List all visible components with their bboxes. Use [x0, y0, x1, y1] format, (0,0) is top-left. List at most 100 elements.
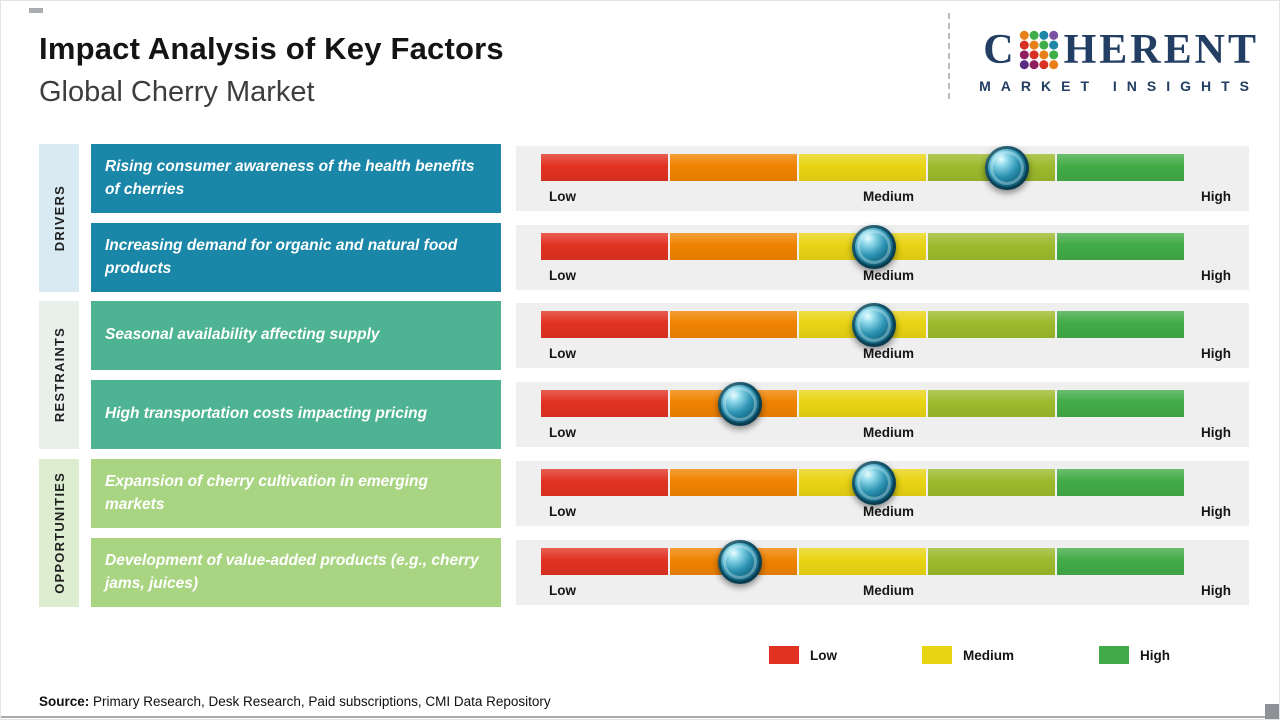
category-block-restraints: RESTRAINTS Seasonal availability affecti…	[39, 301, 1249, 449]
factor-row: Increasing demand for organic and natura…	[91, 223, 1249, 292]
impact-marker	[984, 145, 1029, 190]
bar-segment-2	[799, 154, 926, 181]
legend-label-low: Low	[810, 647, 837, 663]
category-block-opportunities: OPPORTUNITIES Expansion of cherry cultiv…	[39, 459, 1249, 607]
category-label-opportunities: OPPORTUNITIES	[51, 472, 67, 594]
scale-label-low: Low	[549, 583, 576, 598]
legend: Low Medium High	[769, 646, 1170, 664]
bar-segment-3	[928, 469, 1055, 496]
scale-label-low: Low	[549, 504, 576, 519]
factor-row: Rising consumer awareness of the health …	[91, 144, 1249, 213]
legend-label-high: High	[1140, 647, 1171, 663]
scale-labels: Low Medium High	[549, 268, 1231, 283]
brand-logo-wordmark: C HERENT	[979, 29, 1259, 71]
logo-tagline: MARKET INSIGHTS	[979, 78, 1259, 94]
category-block-drivers: DRIVERS Rising consumer awareness of the…	[39, 144, 1249, 292]
page-subtitle: Global Cherry Market	[39, 76, 315, 108]
legend-swatch-medium	[922, 646, 952, 664]
scale-label-medium: Medium	[862, 425, 914, 440]
category-label-strip: OPPORTUNITIES	[39, 459, 79, 607]
factor-text: Rising consumer awareness of the health …	[105, 158, 475, 198]
scale-label-high: High	[1200, 189, 1231, 204]
impact-scale: Low Medium High	[516, 381, 1249, 447]
impact-scale: Low Medium High	[516, 145, 1249, 211]
scale-label-medium: Medium	[862, 504, 914, 519]
bar-segment-0	[541, 311, 668, 338]
bar-segment-4	[1057, 548, 1184, 575]
impact-scale: Low Medium High	[516, 460, 1249, 526]
category-label-strip: RESTRAINTS	[39, 301, 79, 449]
legend-item-medium: Medium	[922, 646, 1014, 664]
page-title: Impact Analysis of Key Factors	[39, 31, 504, 66]
scale-label-medium: Medium	[862, 583, 914, 598]
factor-row: Development of value-added products (e.g…	[91, 538, 1249, 607]
bar-segment-3	[928, 548, 1055, 575]
factor-box: Development of value-added products (e.g…	[91, 538, 501, 607]
bar-segment-0	[541, 233, 668, 260]
scale-labels: Low Medium High	[549, 583, 1231, 598]
impact-marker	[852, 224, 897, 269]
factor-row: High transportation costs impacting pric…	[91, 380, 1249, 449]
source-text: Primary Research, Desk Research, Paid su…	[89, 694, 551, 709]
factor-row: Expansion of cherry cultivation in emerg…	[91, 459, 1249, 528]
bar-segment-1	[670, 311, 797, 338]
logo-o-dot-mosaic-icon	[1019, 30, 1058, 70]
scale-label-high: High	[1200, 268, 1231, 283]
scale-label-high: High	[1200, 425, 1231, 440]
legend-item-high: High	[1099, 646, 1170, 664]
impact-gradient-bar	[541, 224, 1184, 269]
factor-box: High transportation costs impacting pric…	[91, 380, 501, 449]
window-resize-corner	[1265, 704, 1279, 719]
scale-label-high: High	[1200, 346, 1231, 361]
factor-text: Expansion of cherry cultivation in emerg…	[105, 473, 428, 513]
scale-label-low: Low	[549, 346, 576, 361]
impact-marker	[718, 381, 763, 426]
bar-segments	[541, 548, 1184, 575]
bar-segment-2	[799, 548, 926, 575]
category-label-drivers: DRIVERS	[51, 184, 67, 252]
scale-label-high: High	[1200, 583, 1231, 598]
bar-segment-4	[1057, 311, 1184, 338]
impact-scale: Low Medium High	[516, 539, 1249, 605]
logo-letter-c: C	[983, 27, 1017, 73]
bar-segment-4	[1057, 390, 1184, 417]
logo-word-rest: HERENT	[1063, 27, 1259, 73]
scale-labels: Low Medium High	[549, 504, 1231, 519]
scale-label-medium: Medium	[862, 346, 914, 361]
impact-scale: Low Medium High	[516, 224, 1249, 290]
logo-separator-dashed-line	[948, 13, 950, 99]
factor-text: Increasing demand for organic and natura…	[105, 237, 458, 277]
bar-segment-4	[1057, 233, 1184, 260]
impact-scale: Low Medium High	[516, 302, 1249, 368]
scale-label-medium: Medium	[862, 189, 914, 204]
scale-labels: Low Medium High	[549, 425, 1231, 440]
bar-segments	[541, 390, 1184, 417]
bar-segment-4	[1057, 154, 1184, 181]
category-label-strip: DRIVERS	[39, 144, 79, 292]
brand-logo: C HERENT MARKET INSIGHTS	[979, 29, 1259, 94]
source-label: Source:	[39, 694, 90, 709]
legend-swatch-low	[769, 646, 799, 664]
scale-label-low: Low	[549, 189, 576, 204]
bar-segment-2	[799, 390, 926, 417]
scale-labels: Low Medium High	[549, 346, 1231, 361]
bar-segment-1	[670, 154, 797, 181]
bar-segment-1	[670, 233, 797, 260]
bar-segment-0	[541, 390, 668, 417]
impact-marker	[718, 539, 763, 584]
header: Impact Analysis of Key Factors Global Ch…	[39, 31, 504, 109]
bar-segment-1	[670, 469, 797, 496]
bar-segments	[541, 469, 1184, 496]
window-edge-mark	[29, 8, 43, 13]
bar-segments	[541, 311, 1184, 338]
legend-swatch-high	[1099, 646, 1130, 664]
scale-label-medium: Medium	[862, 268, 914, 283]
bar-segments	[541, 154, 1184, 181]
bar-segment-3	[928, 233, 1055, 260]
impact-gradient-bar	[541, 539, 1184, 584]
impact-gradient-bar	[541, 302, 1184, 347]
bar-segment-3	[928, 390, 1055, 417]
source-line: Source: Primary Research, Desk Research,…	[39, 694, 551, 709]
bar-segment-0	[541, 469, 668, 496]
